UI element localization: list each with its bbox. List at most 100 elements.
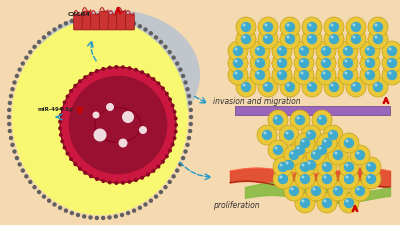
Circle shape [324, 176, 326, 179]
Circle shape [62, 101, 66, 105]
Circle shape [330, 132, 332, 135]
Circle shape [37, 190, 41, 194]
Circle shape [188, 129, 192, 134]
Circle shape [134, 69, 138, 72]
FancyBboxPatch shape [108, 15, 117, 31]
Circle shape [234, 48, 238, 51]
Circle shape [181, 156, 185, 161]
Circle shape [152, 78, 156, 82]
Circle shape [106, 104, 114, 112]
Circle shape [256, 48, 260, 51]
Circle shape [344, 48, 348, 51]
Circle shape [344, 60, 348, 63]
Circle shape [58, 25, 62, 29]
Circle shape [286, 132, 288, 135]
Circle shape [280, 164, 282, 167]
Circle shape [95, 15, 99, 19]
Circle shape [187, 94, 191, 99]
Circle shape [344, 162, 354, 172]
Circle shape [120, 213, 124, 217]
Circle shape [73, 84, 77, 88]
Circle shape [8, 101, 12, 106]
Circle shape [165, 92, 169, 96]
Circle shape [59, 114, 63, 118]
Circle shape [94, 129, 106, 142]
Circle shape [322, 60, 326, 63]
Circle shape [78, 80, 82, 84]
Circle shape [42, 36, 46, 40]
Circle shape [322, 138, 332, 148]
Circle shape [339, 169, 359, 189]
Circle shape [321, 58, 331, 69]
Circle shape [163, 45, 168, 50]
Circle shape [338, 66, 358, 86]
Circle shape [323, 126, 343, 145]
Circle shape [308, 84, 312, 87]
Circle shape [339, 133, 359, 153]
Circle shape [333, 150, 343, 160]
Circle shape [306, 160, 316, 171]
Circle shape [241, 82, 251, 93]
Circle shape [329, 35, 339, 45]
Circle shape [302, 30, 322, 50]
Circle shape [242, 84, 246, 87]
Circle shape [126, 20, 130, 24]
Circle shape [365, 58, 375, 69]
Circle shape [277, 47, 287, 57]
Circle shape [316, 54, 336, 74]
Circle shape [366, 48, 370, 51]
Circle shape [188, 122, 193, 127]
Circle shape [174, 117, 178, 121]
Circle shape [300, 162, 310, 172]
Circle shape [317, 133, 337, 153]
Circle shape [278, 72, 282, 75]
Circle shape [114, 181, 118, 185]
Circle shape [236, 30, 256, 50]
Circle shape [290, 152, 294, 155]
Circle shape [101, 15, 105, 19]
Circle shape [10, 88, 15, 92]
Circle shape [89, 72, 93, 76]
Circle shape [264, 36, 268, 39]
Circle shape [360, 42, 380, 62]
Circle shape [302, 176, 304, 179]
Circle shape [183, 81, 188, 85]
Circle shape [368, 176, 370, 179]
Circle shape [107, 15, 112, 20]
Circle shape [301, 126, 321, 145]
Circle shape [178, 162, 182, 167]
Circle shape [368, 78, 388, 98]
Circle shape [118, 139, 128, 148]
Circle shape [114, 66, 118, 70]
Circle shape [368, 18, 388, 38]
Circle shape [7, 122, 12, 127]
Circle shape [317, 145, 327, 155]
Circle shape [188, 108, 193, 113]
Circle shape [302, 140, 304, 143]
Circle shape [388, 48, 392, 51]
Circle shape [143, 28, 148, 33]
Circle shape [350, 145, 370, 165]
Circle shape [9, 94, 13, 99]
Circle shape [277, 70, 287, 81]
Circle shape [330, 84, 334, 87]
Circle shape [295, 115, 305, 126]
Circle shape [52, 202, 57, 207]
Circle shape [302, 78, 322, 98]
Circle shape [318, 117, 322, 120]
Circle shape [286, 162, 288, 165]
Circle shape [175, 169, 179, 173]
Circle shape [274, 117, 278, 120]
Circle shape [268, 140, 288, 160]
Circle shape [257, 126, 277, 145]
Circle shape [355, 150, 365, 160]
Circle shape [360, 66, 380, 86]
Circle shape [154, 36, 158, 40]
Circle shape [300, 174, 310, 184]
Circle shape [47, 199, 51, 203]
Circle shape [344, 72, 348, 75]
Circle shape [264, 84, 268, 87]
Circle shape [120, 18, 124, 22]
Circle shape [143, 202, 148, 207]
Text: miR-494-3p: miR-494-3p [38, 106, 74, 112]
